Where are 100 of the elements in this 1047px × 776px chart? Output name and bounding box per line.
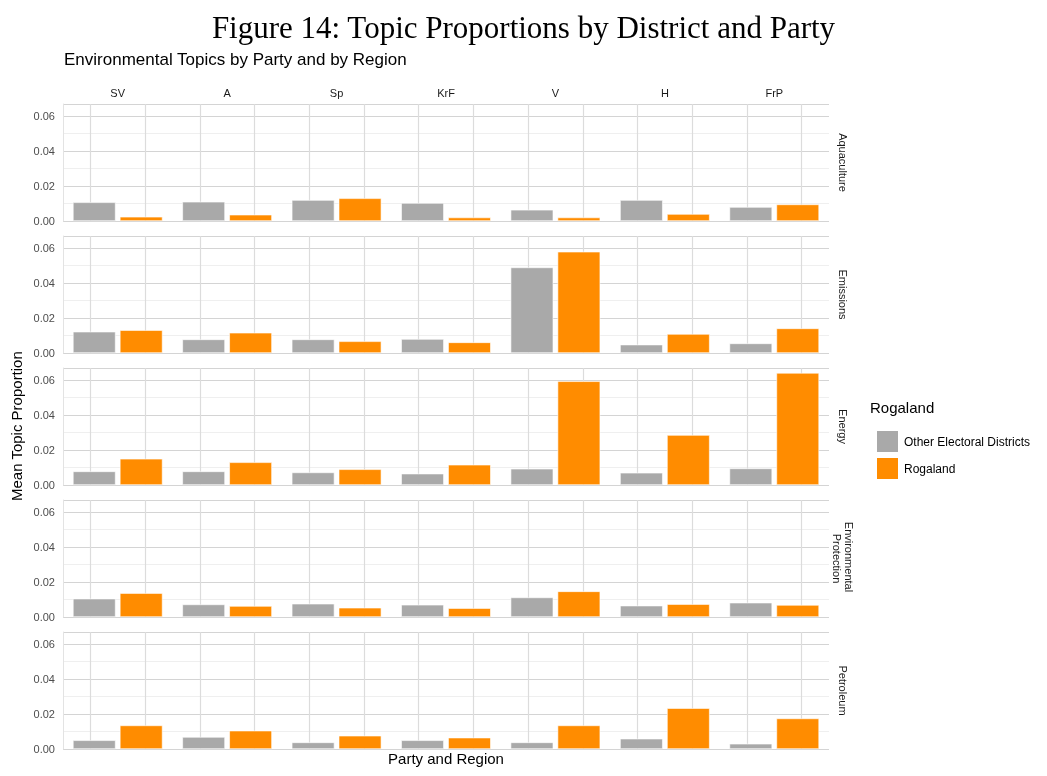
bar: [182, 604, 226, 617]
bar: [557, 725, 601, 749]
y-tick-label: 0.06: [33, 638, 55, 651]
bar: [666, 708, 710, 749]
bar: [448, 464, 491, 485]
bar: [229, 730, 272, 749]
legend-label: Rogaland: [904, 461, 956, 476]
bar: [291, 603, 335, 617]
y-axis-title: Mean Topic Proportion: [8, 350, 26, 503]
bar: [776, 372, 820, 485]
y-tick-label: 0.02: [33, 444, 55, 457]
bar: [729, 207, 773, 221]
y-tick-label: 0.00: [33, 479, 55, 491]
bar: [401, 473, 444, 485]
bar: [338, 198, 382, 221]
bar: [338, 735, 382, 749]
bar: [182, 201, 226, 221]
bar: [557, 591, 601, 617]
bar: [338, 607, 382, 617]
bar: [229, 214, 272, 221]
bar: [72, 471, 116, 485]
bar: [620, 738, 663, 749]
bar: [729, 468, 773, 485]
bar: [666, 435, 710, 485]
bar: [620, 472, 663, 485]
x-tick-label: Sp: [329, 86, 344, 99]
bar: [729, 743, 773, 749]
text: Energy: [837, 409, 849, 445]
bar: [510, 267, 554, 353]
bar: [557, 381, 601, 485]
y-tick-label: 0.02: [33, 708, 55, 721]
bar: [338, 341, 382, 353]
y-tick-label: 0.02: [33, 312, 55, 325]
y-tick-label: 0.00: [33, 611, 55, 623]
x-tick-label: FrP: [765, 86, 784, 99]
bar: [510, 209, 554, 221]
y-tick-label: 0.04: [33, 409, 55, 422]
bar: [666, 604, 710, 617]
bar: [72, 740, 116, 749]
bar: [229, 332, 272, 353]
bar: [119, 330, 163, 353]
bar: [666, 333, 710, 353]
bar: [182, 736, 226, 749]
bar: [338, 469, 382, 485]
bar: [620, 344, 663, 353]
bar: [666, 214, 710, 221]
bar: [291, 472, 335, 485]
bar: [729, 343, 773, 353]
y-tick-label: 0.06: [33, 506, 55, 519]
bar: [291, 742, 335, 749]
bar: [401, 604, 444, 617]
bar: [620, 605, 663, 617]
y-tick-label: 0.06: [33, 242, 55, 255]
x-tick-label: A: [223, 86, 232, 99]
bar: [72, 598, 116, 617]
text: Environmental Protection: [831, 521, 855, 596]
x-tick-label: SV: [110, 86, 126, 99]
legend-label: Other Electoral Districts: [904, 434, 1031, 449]
y-tick-label: 0.04: [33, 673, 55, 686]
chart-title: Figure 14: Topic Proportions by District and Party: [210, 10, 837, 46]
bar: [776, 204, 820, 221]
bar: [291, 339, 335, 353]
bar: [229, 462, 272, 485]
y-tick-label: 0.00: [33, 743, 55, 755]
bar: [401, 740, 444, 749]
bar: [401, 339, 444, 353]
bar: [182, 339, 226, 353]
bar: [510, 468, 554, 485]
bar: [729, 602, 773, 617]
bar: [776, 328, 820, 353]
bar: [776, 604, 820, 617]
bar: [119, 593, 163, 617]
y-tick-label: 0.06: [33, 374, 55, 387]
y-tick-label: 0.00: [33, 347, 55, 359]
text: Aquaculture: [837, 133, 849, 192]
bar: [448, 217, 491, 221]
bar: [510, 597, 554, 617]
bar: [119, 725, 163, 749]
bar: [620, 200, 663, 221]
bar: [448, 608, 491, 617]
text: Petroleum: [837, 665, 849, 716]
bar: [448, 737, 491, 749]
x-axis-title: Party and Region: [387, 750, 505, 767]
x-tick-label: KrF: [437, 86, 456, 99]
bar: [119, 216, 163, 221]
bar: [557, 251, 601, 353]
bar: [776, 718, 820, 749]
bar: [448, 342, 491, 353]
bar: [401, 203, 444, 221]
y-tick-label: 0.02: [33, 180, 55, 193]
bar: [182, 471, 226, 485]
y-tick-label: 0.04: [33, 277, 55, 290]
y-tick-label: 0.02: [33, 576, 55, 589]
bar: [291, 200, 335, 221]
bar: [72, 202, 116, 221]
x-tick-label: V: [551, 86, 560, 99]
text: Emissions: [837, 269, 849, 321]
bar: [510, 742, 554, 749]
bar: [557, 217, 601, 221]
y-tick-label: 0.06: [33, 110, 55, 123]
